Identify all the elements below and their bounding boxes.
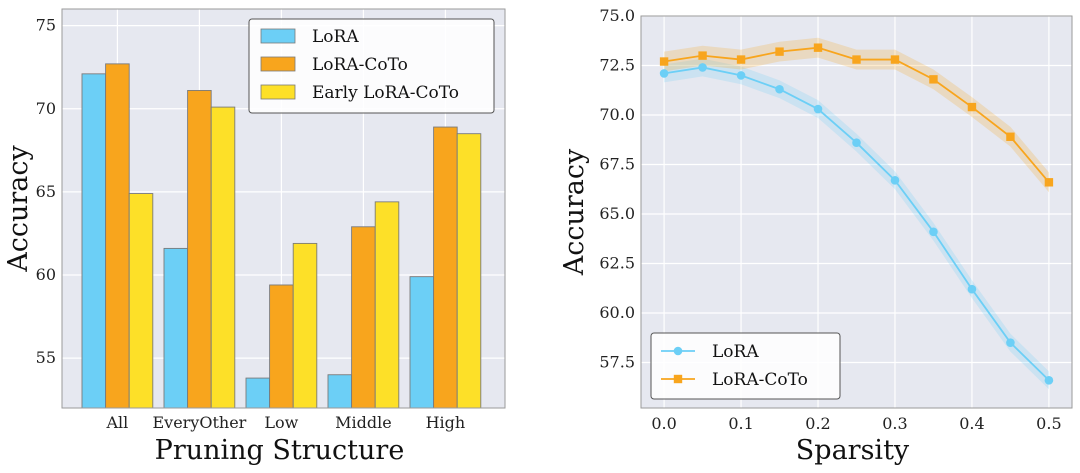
point-lora-coto	[813, 43, 823, 52]
point-lora	[890, 176, 900, 185]
x-tick-label: 0.2	[805, 414, 830, 433]
bar-lora-coto-low	[269, 284, 294, 409]
point-lora-coto	[929, 75, 938, 84]
bar-lora-low	[245, 377, 271, 409]
point-lora	[659, 69, 669, 78]
x-tick-label: 0.4	[959, 414, 984, 433]
x-tick-label: 0.3	[882, 414, 907, 433]
point-lora-coto	[659, 57, 669, 66]
line-chart-sparsity: 57.5 60.0 62.5 65.0 67.5 70.0 72.5 75.0 0.0 0.1 0.…	[559, 6, 1073, 466]
bar-early-lora-coto-low	[292, 242, 318, 409]
y-axis-label: Accuracy	[3, 145, 34, 273]
plot-border	[640, 15, 1073, 409]
y-tick-label: 62.5	[599, 253, 635, 272]
point-lora-coto	[775, 47, 784, 56]
legend-marker-lora	[673, 346, 683, 356]
bar-early-lora-coto-everyother	[210, 106, 236, 409]
point-lora-coto	[1044, 178, 1054, 187]
legend: LoRA LoRA-CoTo	[650, 332, 841, 400]
bar-lora-coto-all	[105, 63, 130, 409]
bar-lora-coto-middle	[351, 226, 376, 409]
y-tick-label: 70.0	[599, 105, 635, 124]
legend-label-lora-coto: LoRA-CoTo	[712, 370, 808, 390]
y-tick-label: 55	[36, 348, 56, 367]
y-tick-label: 57.5	[599, 352, 635, 371]
x-axis-label: Sparsity	[796, 435, 910, 466]
legend-swatch-lora	[260, 28, 296, 44]
x-tick-label: High	[426, 413, 466, 432]
y-tick-label: 75.0	[599, 6, 635, 25]
legend-label-lora: LoRA	[312, 27, 359, 47]
series-lora-coto	[659, 43, 1054, 187]
bar-lora-middle	[327, 374, 353, 409]
legend-label-lora-coto: LoRA-CoTo	[312, 55, 408, 75]
legend-label-lora: LoRA	[712, 342, 759, 362]
bar-early-lora-coto-all	[128, 193, 154, 409]
point-lora-coto	[967, 102, 977, 112]
point-lora	[813, 104, 823, 114]
x-tick-label: Middle	[335, 413, 392, 432]
bar-early-lora-coto-middle	[374, 201, 400, 409]
bar-lora-all	[81, 73, 107, 409]
x-tick-label: 0.5	[1036, 414, 1061, 433]
y-tick-label: 65.0	[599, 204, 635, 223]
point-lora-coto	[890, 55, 900, 64]
point-lora	[967, 284, 977, 294]
bar-lora-coto-high	[433, 126, 458, 409]
bar-lora-coto-everyother	[187, 90, 212, 409]
point-lora	[929, 227, 938, 237]
legend-box	[650, 332, 841, 400]
y-tick-label: 67.5	[599, 154, 635, 173]
point-lora	[698, 63, 707, 72]
point-lora-coto	[852, 55, 861, 64]
point-lora-coto	[1006, 132, 1015, 141]
series-lora	[659, 63, 1054, 385]
y-tick-label: 72.5	[599, 55, 635, 74]
point-lora	[775, 84, 784, 94]
point-lora	[1006, 338, 1015, 347]
point-lora-coto	[698, 51, 707, 60]
y-tick-label: 60.0	[599, 303, 635, 322]
legend: LoRA LoRA-CoTo Early LoRA-CoTo	[248, 18, 495, 114]
bar-chart-pruning-structure: 55 60 65 70 75 All EveryOther Low Middle High Prun…	[3, 8, 506, 466]
x-tick-label: EveryOther	[152, 413, 246, 432]
x-axis-label: Pruning Structure	[155, 435, 405, 466]
bar-lora-high	[409, 276, 435, 409]
bar-early-lora-coto-high	[456, 133, 482, 409]
point-lora	[736, 71, 746, 80]
bars	[81, 63, 482, 409]
y-tick-label: 60	[36, 265, 56, 284]
bar-lora-everyother	[163, 247, 189, 409]
y-tick-label: 65	[36, 182, 56, 201]
plot-border	[61, 8, 506, 409]
legend-marker-lora-coto	[673, 374, 683, 384]
y-tick-label: 75	[36, 16, 56, 35]
x-tick-label: 0.1	[728, 414, 753, 433]
x-tick-label: All	[106, 413, 129, 432]
legend-box	[248, 18, 495, 114]
y-axis-label: Accuracy	[559, 148, 590, 276]
x-tick-label: Low	[264, 413, 298, 432]
x-tick-label: 0.0	[651, 414, 676, 433]
legend-label-early-lora-coto: Early LoRA-CoTo	[312, 83, 459, 103]
legend-swatch-early-lora-coto	[260, 84, 296, 100]
point-lora	[1044, 375, 1054, 385]
point-lora-coto	[736, 55, 746, 64]
legend-swatch-lora-coto	[260, 56, 296, 72]
y-tick-label: 70	[36, 99, 56, 118]
point-lora	[852, 138, 861, 148]
